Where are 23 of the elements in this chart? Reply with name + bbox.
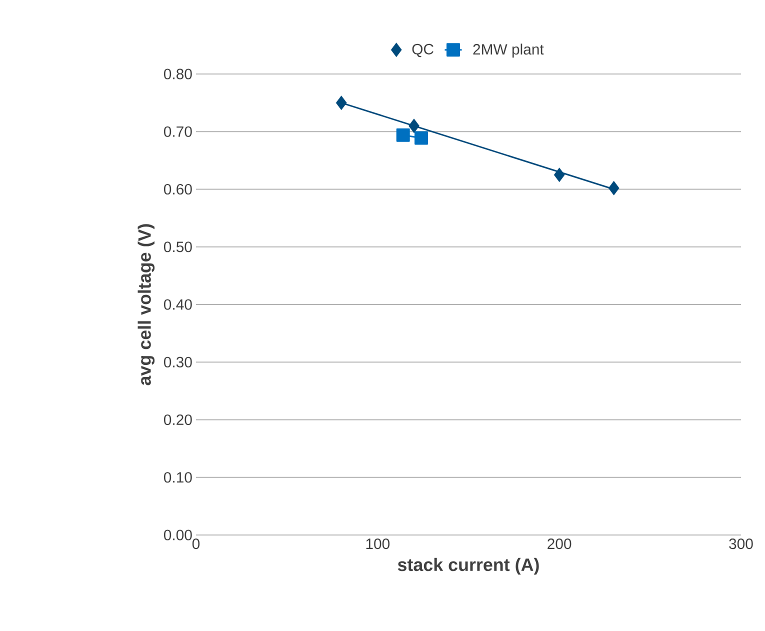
y-tick-label: 0.50 [164,242,192,252]
y-axis-title: avg cell voltage (V) [138,224,155,386]
legend-label: QC [412,44,434,58]
point [396,128,410,142]
x-tick-label: 300 [729,538,753,550]
x-tick-label: 200 [548,538,572,550]
y-tick-label: 0.00 [164,530,192,540]
x-tick-label: 0 [192,538,200,550]
y-tick-label: 0.40 [164,299,192,310]
y-tick-label: 0.30 [164,356,192,368]
point [554,168,565,182]
y-tick-label: 0.80 [164,68,192,80]
point [336,96,347,110]
y-tick-label: 0.60 [164,184,192,195]
point [414,131,428,145]
y-tick-label: 0.10 [164,472,192,483]
point [408,118,420,134]
y-tick-label: 0.70 [164,126,192,137]
x-tick-label: 100 [366,538,390,550]
legend-label: 2MW plant [473,44,544,58]
x-axis-title: stack current (A) [398,558,539,575]
point [608,180,620,196]
y-tick-label: 0.20 [164,414,192,426]
